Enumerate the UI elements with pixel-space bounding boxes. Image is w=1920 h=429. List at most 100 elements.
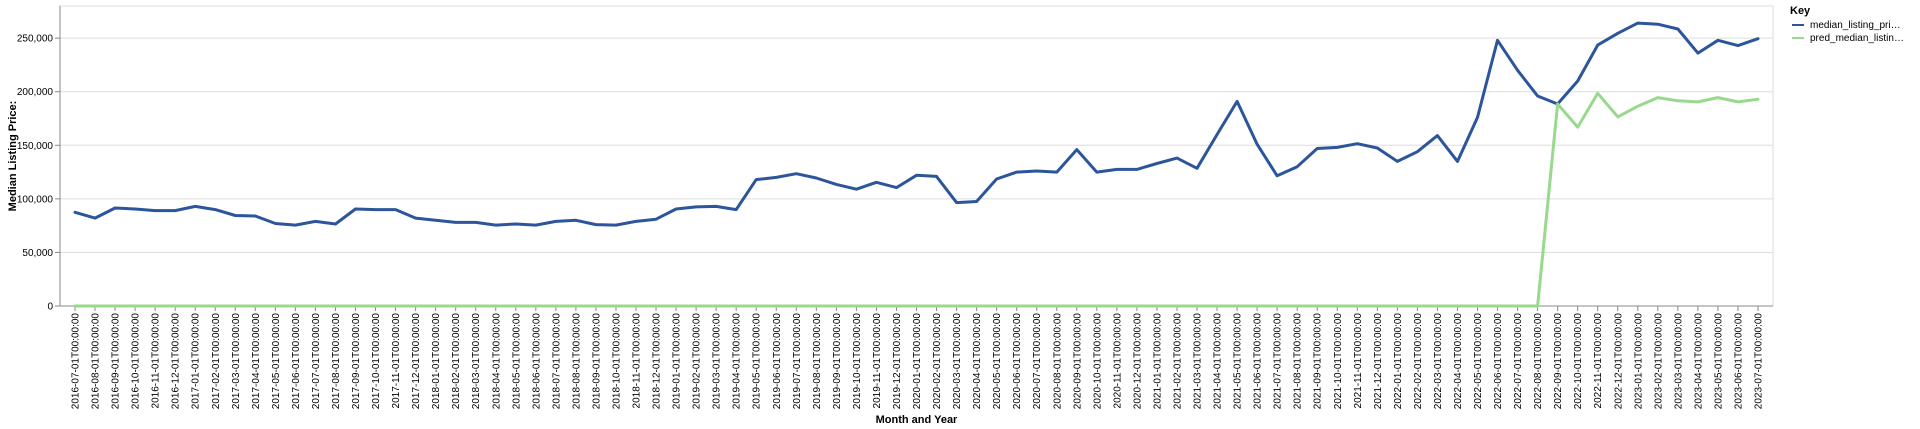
y-tick-label: 200,000 [17, 87, 54, 98]
x-tick-label: 2018-01-01T00:00:00 [431, 313, 442, 410]
x-tick-label: 2017-02-01T00:00:00 [211, 313, 222, 410]
x-tick-label: 2019-03-01T00:00:00 [712, 313, 723, 410]
series-line-1 [73, 21, 1760, 227]
series-layer [73, 21, 1760, 308]
x-tick-label: 2023-06-01T00:00:00 [1733, 313, 1744, 410]
x-tick-label: 2017-08-01T00:00:00 [331, 313, 342, 410]
x-tick-label: 2019-04-01T00:00:00 [732, 313, 743, 410]
x-tick-label: 2016-12-01T00:00:00 [171, 313, 182, 410]
x-tick-label: 2018-03-01T00:00:00 [471, 313, 482, 410]
x-tick-label: 2023-03-01T00:00:00 [1673, 313, 1684, 410]
x-tick-label: 2017-03-01T00:00:00 [231, 313, 242, 410]
legend-title: Key [1790, 5, 1811, 17]
x-tick-label: 2018-04-01T00:00:00 [491, 313, 502, 410]
legend-entry-label: median_listing_pri… [1810, 20, 1901, 31]
x-tick-label: 2020-06-01T00:00:00 [1012, 313, 1023, 410]
x-tick-label: 2022-11-01T00:00:00 [1593, 313, 1604, 409]
x-tick-label: 2018-06-01T00:00:00 [531, 313, 542, 410]
x-tick-label: 2018-05-01T00:00:00 [511, 313, 522, 410]
x-tick-label: 2020-12-01T00:00:00 [1132, 313, 1143, 410]
x-tick-label: 2019-07-01T00:00:00 [792, 313, 803, 410]
x-tick-label: 2023-05-01T00:00:00 [1713, 313, 1724, 410]
x-tick-label: 2020-07-01T00:00:00 [1032, 313, 1043, 410]
x-tick-label: 2017-11-01T00:00:00 [391, 313, 402, 409]
x-tick-label: 2018-08-01T00:00:00 [571, 313, 582, 410]
x-tick-label: 2017-07-01T00:00:00 [311, 313, 322, 410]
x-tick-label: 2017-01-01T00:00:00 [191, 313, 202, 410]
x-tick-label: 2020-10-01T00:00:00 [1092, 313, 1103, 410]
x-tick-label: 2019-11-01T00:00:00 [872, 313, 883, 409]
x-tick-label: 2022-04-01T00:00:00 [1453, 313, 1464, 410]
x-tick-label: 2022-08-01T00:00:00 [1533, 313, 1544, 410]
x-tick-label: 2022-02-01T00:00:00 [1413, 313, 1424, 410]
x-tick-label: 2019-09-01T00:00:00 [832, 313, 843, 410]
x-tick-label: 2017-09-01T00:00:00 [351, 313, 362, 410]
x-tick-label: 2022-01-01T00:00:00 [1393, 313, 1404, 410]
x-axis: 2016-07-01T00:00:00 2016-08-01T00:00:00 20… [60, 305, 1773, 410]
x-tick-label: 2023-02-01T00:00:00 [1653, 313, 1664, 410]
x-tick-label: 2018-12-01T00:00:00 [652, 313, 663, 410]
x-tick-label: 2022-09-01T00:00:00 [1553, 313, 1564, 410]
x-tick-label: 2016-10-01T00:00:00 [131, 313, 142, 410]
x-tick-label: 2022-06-01T00:00:00 [1493, 313, 1504, 410]
x-tick-label: 2023-04-01T00:00:00 [1693, 313, 1704, 410]
x-tick-label: 2021-04-01T00:00:00 [1213, 313, 1224, 410]
x-tick-label: 2021-03-01T00:00:00 [1193, 313, 1204, 410]
x-tick-label: 2019-08-01T00:00:00 [812, 313, 823, 410]
x-tick-label: 2020-02-01T00:00:00 [932, 313, 943, 410]
x-tick-label: 2021-12-01T00:00:00 [1373, 313, 1384, 410]
x-tick-label: 2021-08-01T00:00:00 [1293, 313, 1304, 410]
x-tick-label: 2019-01-01T00:00:00 [672, 313, 683, 410]
x-tick-label: 2021-06-01T00:00:00 [1253, 313, 1264, 410]
x-tick-label: 2020-08-01T00:00:00 [1052, 313, 1063, 410]
x-axis-title: Month and Year [876, 414, 958, 426]
x-tick-label: 2018-02-01T00:00:00 [451, 313, 462, 410]
x-tick-label: 2021-02-01T00:00:00 [1172, 313, 1183, 410]
x-tick-label: 2022-07-01T00:00:00 [1513, 313, 1524, 410]
legend-entry-label: pred_median_listin… [1810, 33, 1904, 44]
x-tick-label: 2021-01-01T00:00:00 [1152, 313, 1163, 410]
x-tick-label: 2017-10-01T00:00:00 [371, 313, 382, 410]
y-tick-label: 100,000 [17, 194, 54, 205]
x-tick-label: 2021-09-01T00:00:00 [1313, 313, 1324, 410]
x-tick-label: 2018-07-01T00:00:00 [551, 313, 562, 410]
x-tick-label: 2019-06-01T00:00:00 [772, 313, 783, 410]
y-tick-label: 250,000 [17, 34, 54, 45]
x-tick-label: 2018-11-01T00:00:00 [632, 313, 643, 409]
x-tick-label: 2022-12-01T00:00:00 [1613, 313, 1624, 410]
x-tick-label: 2017-04-01T00:00:00 [251, 313, 262, 410]
x-tick-label: 2020-05-01T00:00:00 [992, 313, 1003, 410]
y-tick-label: 50,000 [22, 248, 53, 259]
x-tick-label: 2022-10-01T00:00:00 [1573, 313, 1584, 410]
x-tick-label: 2021-10-01T00:00:00 [1333, 313, 1344, 410]
x-tick-label: 2018-10-01T00:00:00 [611, 313, 622, 410]
x-tick-label: 2020-09-01T00:00:00 [1072, 313, 1083, 410]
x-tick-label: 2017-05-01T00:00:00 [271, 313, 282, 410]
x-tick-label: 2019-10-01T00:00:00 [852, 313, 863, 410]
x-tick-label: 2020-11-01T00:00:00 [1112, 313, 1123, 409]
x-tick-label: 2020-04-01T00:00:00 [972, 313, 983, 410]
y-axis: 0 50,000 100,000 150,000 200,000 250,000 [17, 6, 61, 313]
x-tick-label: 2016-11-01T00:00:00 [151, 313, 162, 409]
x-tick-label: 2020-03-01T00:00:00 [952, 313, 963, 410]
x-tick-label: 2022-03-01T00:00:00 [1433, 313, 1444, 410]
x-tick-label: 2019-05-01T00:00:00 [752, 313, 763, 410]
grid-lines [60, 37, 1773, 307]
y-tick-label: 0 [47, 302, 53, 313]
x-tick-label: 2021-11-01T00:00:00 [1353, 313, 1364, 409]
x-tick-label: 2016-09-01T00:00:00 [111, 313, 122, 410]
x-tick-label: 2017-12-01T00:00:00 [411, 313, 422, 410]
x-tick-label: 2021-07-01T00:00:00 [1273, 313, 1284, 410]
x-tick-label: 2019-12-01T00:00:00 [892, 313, 903, 410]
x-tick-label: 2016-08-01T00:00:00 [91, 313, 102, 410]
x-tick-label: 2017-06-01T00:00:00 [291, 313, 302, 410]
series-line-2 [73, 91, 1760, 308]
x-tick-label: 2020-01-01T00:00:00 [912, 313, 923, 410]
x-tick-label: 2023-07-01T00:00:00 [1754, 313, 1765, 410]
plot-frame [59, 5, 1774, 307]
x-tick-label: 2022-05-01T00:00:00 [1473, 313, 1484, 410]
y-axis-title: Median Listing Price: [7, 101, 19, 212]
x-tick-label: 2023-01-01T00:00:00 [1633, 313, 1644, 410]
x-tick-label: 2018-09-01T00:00:00 [591, 313, 602, 410]
